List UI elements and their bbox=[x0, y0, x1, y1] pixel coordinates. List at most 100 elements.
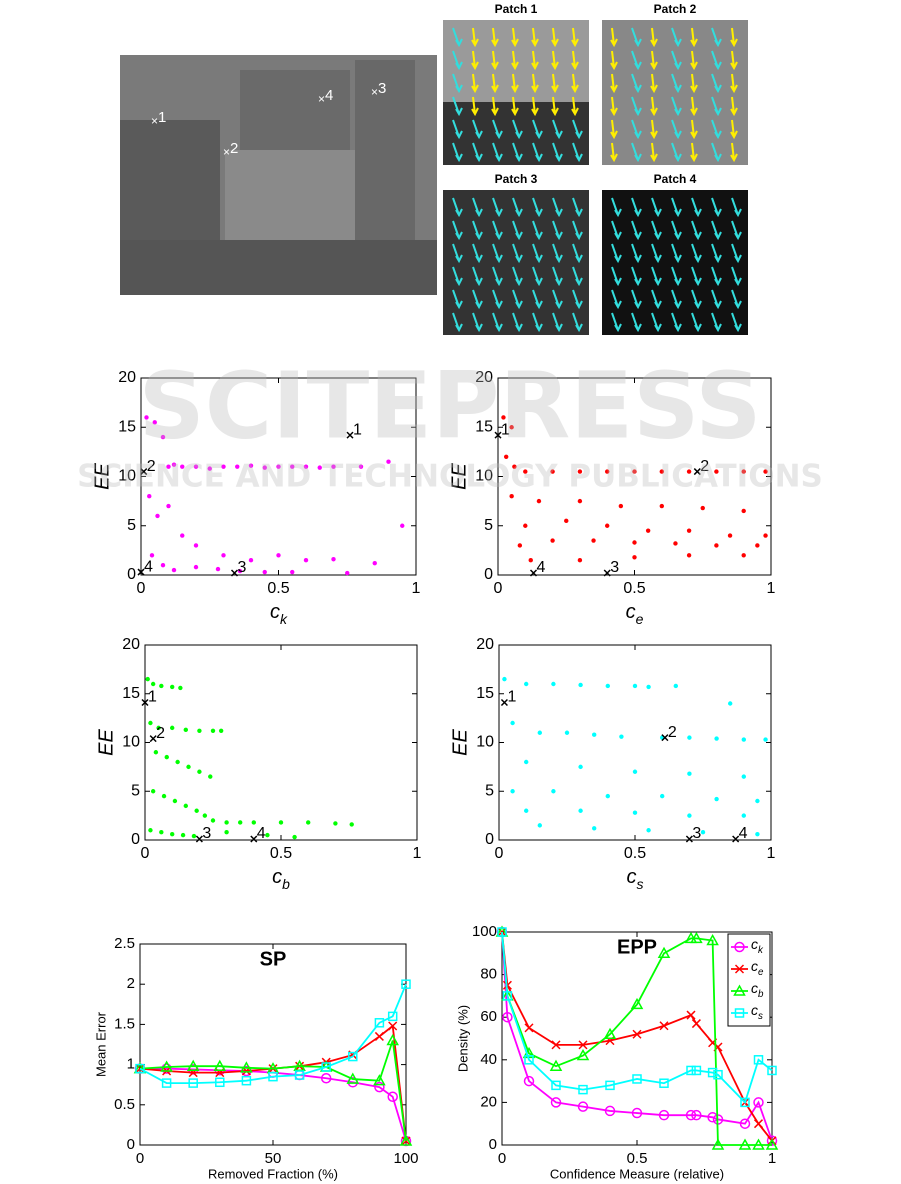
flow-arrow-head bbox=[614, 231, 622, 241]
y-tick-label: 5 bbox=[485, 782, 494, 799]
scatter-point bbox=[150, 681, 156, 687]
flow-arrow-head bbox=[455, 38, 463, 48]
marker bbox=[374, 1031, 384, 1041]
marker bbox=[657, 946, 671, 959]
flow-arrow-head bbox=[734, 300, 742, 310]
flow-arrow bbox=[651, 96, 655, 115]
flow-arrow-head bbox=[614, 208, 622, 218]
y-axis-label: EE bbox=[95, 729, 117, 756]
photo-point-label: 3 bbox=[378, 80, 386, 97]
scatter-point bbox=[741, 774, 746, 779]
flow-arrow-head bbox=[610, 84, 618, 94]
y-tick-label: 20 bbox=[480, 1093, 497, 1110]
flow-arrow-head bbox=[495, 323, 503, 333]
flow-arrow bbox=[572, 50, 576, 69]
flow-arrow-head bbox=[555, 300, 563, 310]
scatter-point bbox=[262, 569, 267, 575]
flow-arrow bbox=[492, 73, 496, 92]
flow-arrow-head bbox=[650, 84, 658, 94]
flow-arrow bbox=[492, 96, 496, 115]
legend-marker bbox=[734, 941, 745, 953]
flow-arrow-head bbox=[654, 231, 662, 241]
y-tick-label: 15 bbox=[118, 418, 136, 435]
x-axis-label: cs bbox=[627, 866, 644, 891]
flow-arrow-head bbox=[694, 277, 702, 287]
flow-arrow-head bbox=[690, 84, 698, 94]
marker bbox=[659, 1078, 669, 1088]
flow-arrow-head bbox=[694, 254, 702, 264]
y-tick-label: 10 bbox=[122, 734, 140, 751]
flow-arrow-head bbox=[575, 153, 583, 163]
flow-arrow-head bbox=[575, 300, 583, 310]
scatter-point bbox=[292, 834, 297, 840]
flow-arrow bbox=[512, 27, 516, 46]
annotation-cross bbox=[603, 569, 611, 577]
scatter-point bbox=[175, 759, 180, 765]
flow-arrow-head bbox=[531, 61, 539, 71]
flow-arrow-head bbox=[674, 300, 682, 310]
marker bbox=[551, 1080, 561, 1091]
flow-arrow bbox=[651, 50, 655, 69]
annotation-label: 1 bbox=[353, 421, 362, 438]
flow-arrow-head bbox=[555, 254, 563, 264]
annotation-cross bbox=[529, 569, 538, 577]
flow-arrow bbox=[691, 142, 695, 161]
scatter-point bbox=[605, 469, 610, 474]
scatter-point bbox=[303, 464, 309, 469]
scatter-point bbox=[156, 725, 161, 731]
scatter-point bbox=[510, 720, 515, 726]
scatter-point bbox=[166, 464, 171, 469]
flow-arrow-head bbox=[634, 208, 642, 218]
scatter-point bbox=[155, 513, 160, 519]
flow-arrow-head bbox=[455, 130, 463, 140]
flow-arrow-head bbox=[555, 130, 563, 140]
x-tick-label: 100 bbox=[393, 1150, 418, 1167]
flow-arrow-head bbox=[535, 208, 543, 218]
flow-arrow-head bbox=[455, 107, 463, 117]
flow-arrow-head bbox=[614, 254, 622, 264]
flow-arrow-head bbox=[650, 107, 658, 117]
scatter-point bbox=[166, 503, 171, 509]
flow-arrow-head bbox=[555, 323, 563, 333]
flow-arrow-head bbox=[610, 61, 618, 71]
scatter-point bbox=[186, 764, 191, 770]
scatter-point bbox=[171, 567, 177, 573]
scatter-point bbox=[164, 754, 169, 760]
scatter-point bbox=[673, 683, 678, 689]
annotation-cross bbox=[230, 569, 239, 577]
marker bbox=[706, 933, 719, 946]
flow-arrow-head bbox=[634, 300, 642, 310]
flow-arrow-head bbox=[455, 153, 463, 163]
series-line bbox=[501, 931, 772, 1146]
flow-arrow-head bbox=[714, 38, 722, 48]
label-subscript: k bbox=[758, 944, 764, 955]
marker bbox=[690, 931, 703, 944]
flow-arrow-head bbox=[455, 231, 463, 241]
annotation-cross bbox=[494, 431, 502, 439]
scatter-point bbox=[145, 676, 150, 682]
flow-arrow-head bbox=[734, 254, 742, 264]
flow-arrow bbox=[691, 50, 695, 69]
flow-arrow bbox=[651, 142, 655, 161]
flow-arrow-head bbox=[475, 300, 483, 310]
scatter-point bbox=[265, 832, 270, 838]
marker bbox=[240, 1061, 253, 1073]
scatter-point bbox=[251, 820, 256, 825]
scatter-point bbox=[524, 759, 529, 765]
scatter-point bbox=[237, 568, 243, 574]
y-tick-label: 40 bbox=[480, 1051, 497, 1068]
scatter-point bbox=[700, 830, 706, 835]
marker bbox=[294, 1070, 305, 1080]
flow-arrow-head bbox=[730, 107, 738, 117]
scatter-point bbox=[210, 818, 216, 823]
scatter-point bbox=[564, 730, 570, 735]
scatter-point bbox=[224, 830, 229, 835]
y-tick-label: 0 bbox=[127, 566, 136, 583]
flow-arrow-head bbox=[694, 231, 702, 241]
flow-arrow-head bbox=[475, 153, 483, 163]
flow-arrow-head bbox=[475, 130, 483, 140]
flow-arrow-head bbox=[614, 323, 622, 333]
flow-arrow-head bbox=[575, 130, 583, 140]
flow-arrow bbox=[532, 96, 536, 115]
scatter-point bbox=[741, 508, 746, 514]
